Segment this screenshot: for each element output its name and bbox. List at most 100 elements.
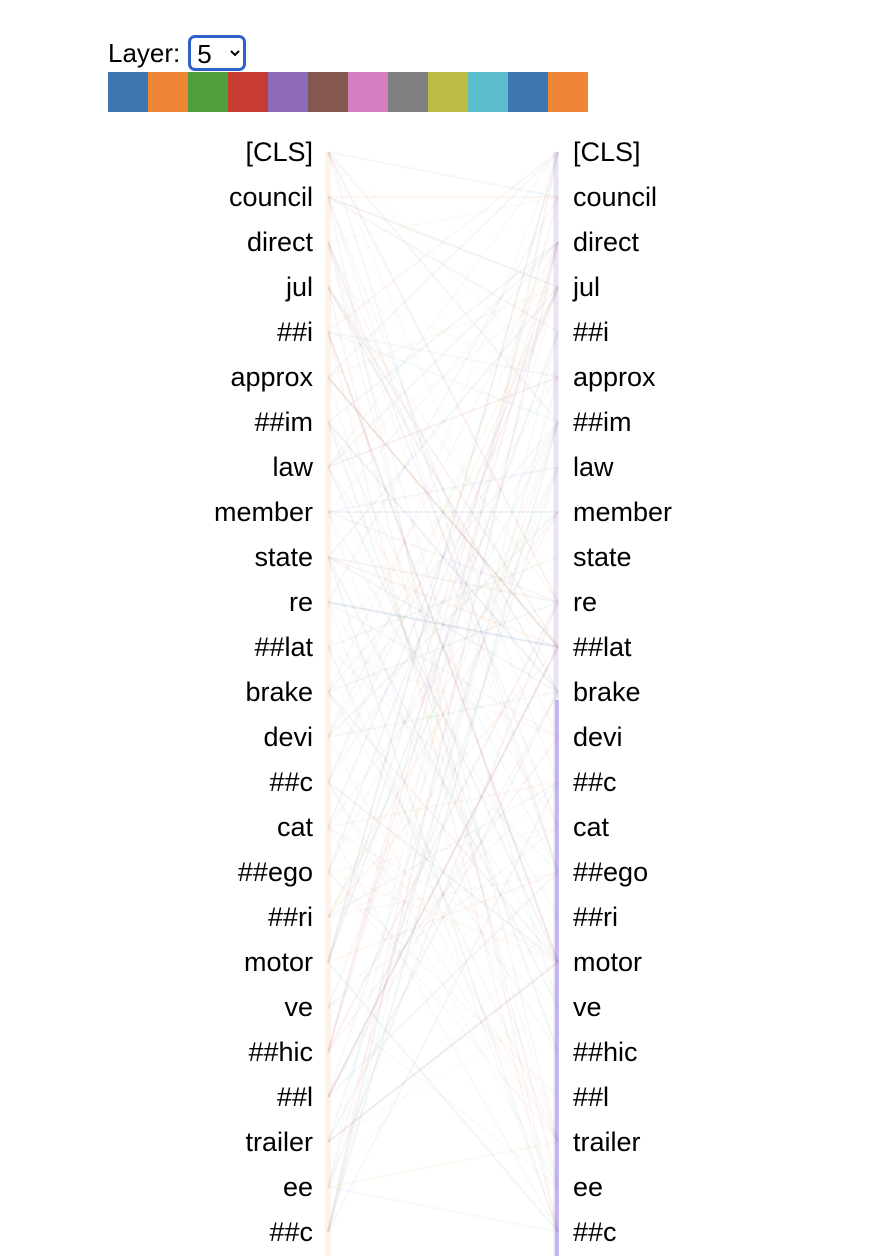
attention-line xyxy=(327,556,559,1008)
left-token[interactable]: cat xyxy=(276,812,313,842)
right-token[interactable]: ##c xyxy=(573,1217,617,1247)
attention-line xyxy=(327,241,559,828)
attention-line xyxy=(327,421,559,693)
left-token[interactable]: devi xyxy=(263,722,313,752)
right-token[interactable]: approx xyxy=(573,362,656,392)
left-token[interactable]: ##c xyxy=(269,1217,313,1247)
head-swatch-7[interactable] xyxy=(348,72,388,112)
head-swatch-11[interactable] xyxy=(508,72,548,112)
left-token[interactable]: [CLS] xyxy=(245,137,313,167)
attention-line xyxy=(327,691,559,1143)
left-token[interactable]: state xyxy=(254,542,313,572)
attention-line xyxy=(327,286,559,558)
attention-line xyxy=(327,601,559,738)
left-token[interactable]: ee xyxy=(282,1172,313,1202)
head-swatch-12[interactable] xyxy=(548,72,588,112)
attention-line xyxy=(327,511,559,603)
head-swatch-5[interactable] xyxy=(268,72,308,112)
left-token[interactable]: motor xyxy=(243,947,313,977)
left-token[interactable]: ##ri xyxy=(267,902,313,932)
attention-line xyxy=(327,196,559,603)
layer-control: Layer: 5 xyxy=(108,34,247,72)
right-token[interactable]: law xyxy=(573,452,614,482)
right-token[interactable]: re xyxy=(573,587,598,617)
right-token[interactable]: ve xyxy=(573,992,602,1022)
head-swatch-8[interactable] xyxy=(388,72,428,112)
left-token[interactable]: brake xyxy=(245,677,313,707)
attention-line xyxy=(327,601,559,648)
head-swatch-1[interactable] xyxy=(108,72,148,112)
attention-line xyxy=(327,151,559,963)
left-token[interactable]: jul xyxy=(285,272,313,302)
left-token[interactable]: ##im xyxy=(254,407,313,437)
right-token[interactable]: ##l xyxy=(573,1082,610,1112)
right-token[interactable]: devi xyxy=(573,722,623,752)
right-token[interactable]: ##i xyxy=(573,317,610,347)
layer-select[interactable]: 5 xyxy=(188,35,247,71)
left-token[interactable]: ##c xyxy=(269,767,313,797)
right-token[interactable]: member xyxy=(573,497,673,527)
right-token[interactable]: jul xyxy=(573,272,601,302)
attention-line xyxy=(327,1186,559,1233)
attention-line xyxy=(327,286,559,378)
left-token[interactable]: ##l xyxy=(276,1082,313,1112)
head-swatch-4[interactable] xyxy=(228,72,268,112)
left-token[interactable]: trailer xyxy=(245,1127,313,1157)
right-token[interactable]: direct xyxy=(573,227,640,257)
attention-line xyxy=(327,466,559,1143)
right-token[interactable]: brake xyxy=(573,677,641,707)
left-token[interactable]: direct xyxy=(246,227,313,257)
attention-line xyxy=(327,196,559,333)
attention-line xyxy=(327,781,559,1233)
left-token[interactable]: law xyxy=(272,452,313,482)
left-token[interactable]: ##i xyxy=(276,317,313,347)
left-token-column: [CLS] council direct jul ##i approx ##im law mem… xyxy=(214,130,313,1255)
right-token[interactable]: motor xyxy=(573,947,643,977)
attention-line xyxy=(327,286,559,738)
attention-line xyxy=(327,961,559,1143)
attention-line xyxy=(327,331,559,1233)
right-token[interactable]: ##c xyxy=(573,767,617,797)
attention-line xyxy=(327,241,559,1143)
attention-line xyxy=(327,376,559,468)
head-swatch-6[interactable] xyxy=(308,72,348,112)
attention-line xyxy=(327,151,559,738)
head-swatch-3[interactable] xyxy=(188,72,228,112)
left-token[interactable]: re xyxy=(288,587,313,617)
left-token[interactable]: ##hic xyxy=(248,1037,313,1067)
attention-line xyxy=(327,871,559,1143)
right-token[interactable]: ##im xyxy=(573,407,632,437)
head-swatch-9[interactable] xyxy=(428,72,468,112)
right-token-column: [CLS] council direct jul ##i approx ##im law mem… xyxy=(573,130,672,1255)
attention-line xyxy=(327,1141,559,1188)
right-token[interactable]: state xyxy=(573,542,632,572)
attention-line xyxy=(327,511,559,918)
right-token[interactable]: cat xyxy=(573,812,610,842)
right-token[interactable]: ##hic xyxy=(573,1037,638,1067)
right-token[interactable]: [CLS] xyxy=(573,137,641,167)
attention-line xyxy=(327,646,559,1098)
left-token[interactable]: approx xyxy=(230,362,313,392)
left-token[interactable]: ##lat xyxy=(254,632,313,662)
head-swatch-2[interactable] xyxy=(148,72,188,112)
left-token[interactable]: ##ego xyxy=(237,857,313,887)
attention-line xyxy=(327,421,559,1098)
right-token[interactable]: ##lat xyxy=(573,632,632,662)
left-token[interactable]: member xyxy=(213,497,313,527)
attention-line xyxy=(327,241,559,693)
right-token[interactable]: ee xyxy=(573,1172,604,1202)
right-token[interactable]: ##ri xyxy=(573,902,619,932)
left-token[interactable]: ve xyxy=(284,992,313,1022)
attention-line xyxy=(327,781,559,918)
head-swatch-10[interactable] xyxy=(468,72,508,112)
left-token[interactable]: council xyxy=(228,182,313,212)
attention-line xyxy=(327,331,559,963)
right-token[interactable]: ##ego xyxy=(573,857,649,887)
attention-line xyxy=(327,421,559,873)
right-token[interactable]: trailer xyxy=(573,1127,641,1157)
right-token[interactable]: council xyxy=(573,182,658,212)
attention-line xyxy=(327,466,559,828)
attention-line xyxy=(327,781,559,1188)
attention-line xyxy=(327,736,559,1053)
